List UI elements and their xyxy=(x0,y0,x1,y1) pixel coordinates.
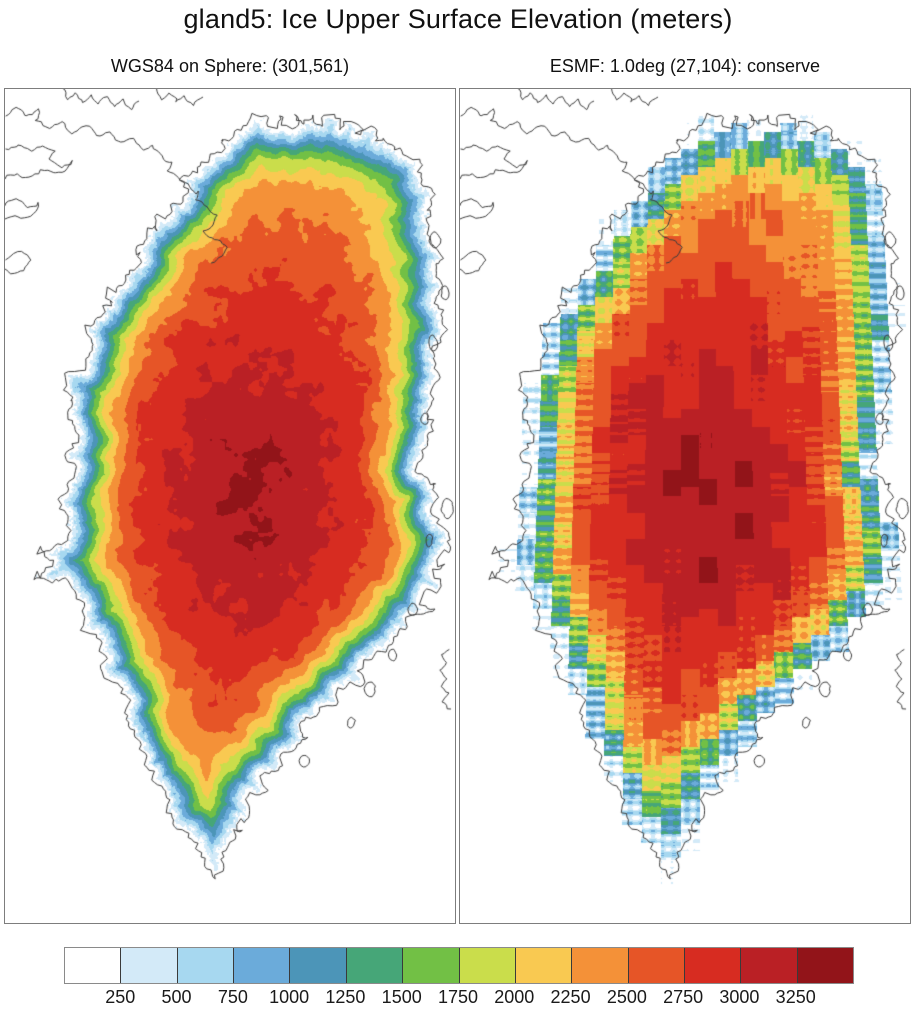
colorbar-cell xyxy=(65,948,122,983)
source-map-canvas xyxy=(5,89,455,923)
colorbar-tick-label: 2250 xyxy=(550,987,591,1007)
colorbar-tick-label: 250 xyxy=(105,987,136,1007)
colorbar-tick-label: 1250 xyxy=(325,987,366,1007)
colorbar-labels: 250 500 750 1000 1250 1500 1750 2000 2250 2500 275… xyxy=(64,987,852,1011)
subtitle-regridded: ESMF: 1.0deg (27,104): conserve xyxy=(549,56,821,76)
colorbar-tick-label: 1500 xyxy=(381,987,422,1007)
colorbar-tick-label: 2500 xyxy=(606,987,647,1007)
subtitle-source-grid: WGS84 on Sphere: (301,561) xyxy=(110,56,350,76)
colorbar-cell xyxy=(797,948,854,983)
colorbar-tick-label: 500 xyxy=(161,987,192,1007)
colorbar-cell xyxy=(121,948,178,983)
colorbar-tick-label: 3250 xyxy=(775,987,816,1007)
colorbar-tick-label: 2000 xyxy=(494,987,535,1007)
colorbar-tick-label: 3000 xyxy=(719,987,760,1007)
colorbar-tick-label: 1000 xyxy=(269,987,310,1007)
map-panel-regridded xyxy=(459,88,911,924)
colorbar-cell xyxy=(459,948,516,983)
colorbar-cell xyxy=(572,948,629,983)
colorbar-cell xyxy=(403,948,460,983)
colorbar-cell xyxy=(684,948,742,983)
colorbar-tick-label: 1750 xyxy=(437,987,479,1007)
map-panel-source xyxy=(4,88,456,924)
colorbar-tick-label: 2750 xyxy=(663,987,704,1007)
page-title: gland5: Ice Upper Surface Elevation (met… xyxy=(183,4,733,34)
colorbar xyxy=(64,947,854,984)
colorbar-cell xyxy=(741,948,798,983)
colorbar-cell xyxy=(628,948,685,983)
colorbar-cell xyxy=(515,948,573,983)
colorbar-cell xyxy=(177,948,235,983)
regridded-map-canvas xyxy=(460,89,910,923)
colorbar-cell xyxy=(234,948,291,983)
colorbar-tick-label: 750 xyxy=(217,987,248,1007)
colorbar-cell xyxy=(346,948,404,983)
colorbar-cell xyxy=(290,948,347,983)
